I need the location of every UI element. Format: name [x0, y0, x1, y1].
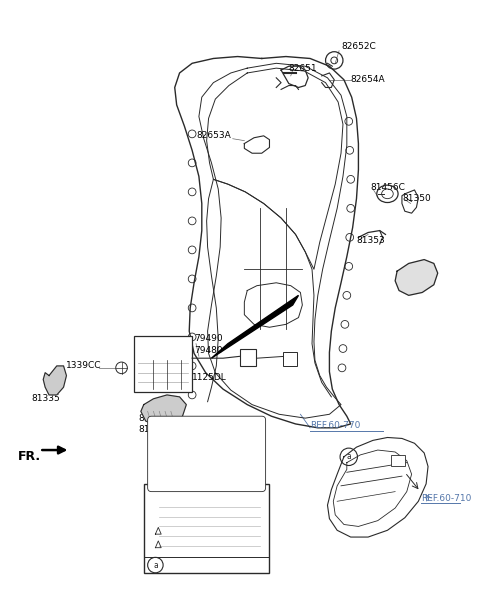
Text: 79480: 79480 [194, 346, 223, 355]
Polygon shape [212, 295, 299, 358]
Bar [144, 484, 269, 573]
Text: 81353: 81353 [357, 236, 385, 245]
Text: 81326C: 81326C [138, 425, 173, 434]
Text: REF.60-710: REF.60-710 [421, 494, 472, 503]
Text: FR.: FR. [18, 450, 41, 463]
Polygon shape [141, 395, 186, 426]
Polygon shape [43, 366, 66, 395]
Text: 79490: 79490 [194, 334, 223, 343]
Text: 81456C: 81456C [370, 183, 405, 192]
Bar [240, 348, 256, 366]
FancyBboxPatch shape [148, 416, 265, 492]
Polygon shape [395, 260, 438, 295]
Bar [134, 336, 192, 392]
Bar [283, 353, 297, 366]
Text: 81329A: 81329A [168, 561, 203, 569]
Text: a: a [153, 561, 158, 569]
Text: 81325C: 81325C [138, 414, 173, 423]
Text: 81350: 81350 [402, 194, 431, 203]
Text: 83665C: 83665C [399, 279, 434, 288]
Text: 1339CC: 1339CC [66, 362, 102, 370]
Bar [391, 455, 405, 466]
Text: 82653A: 82653A [196, 131, 231, 141]
Text: 82651: 82651 [289, 64, 317, 73]
Text: 82652C: 82652C [341, 42, 376, 51]
Text: a: a [347, 452, 351, 461]
Text: 1125DL: 1125DL [192, 373, 227, 382]
Text: 81335: 81335 [32, 394, 60, 403]
Text: REF.60-770: REF.60-770 [310, 422, 360, 430]
Text: 83655C: 83655C [399, 269, 434, 277]
Text: 82654A: 82654A [351, 75, 385, 84]
